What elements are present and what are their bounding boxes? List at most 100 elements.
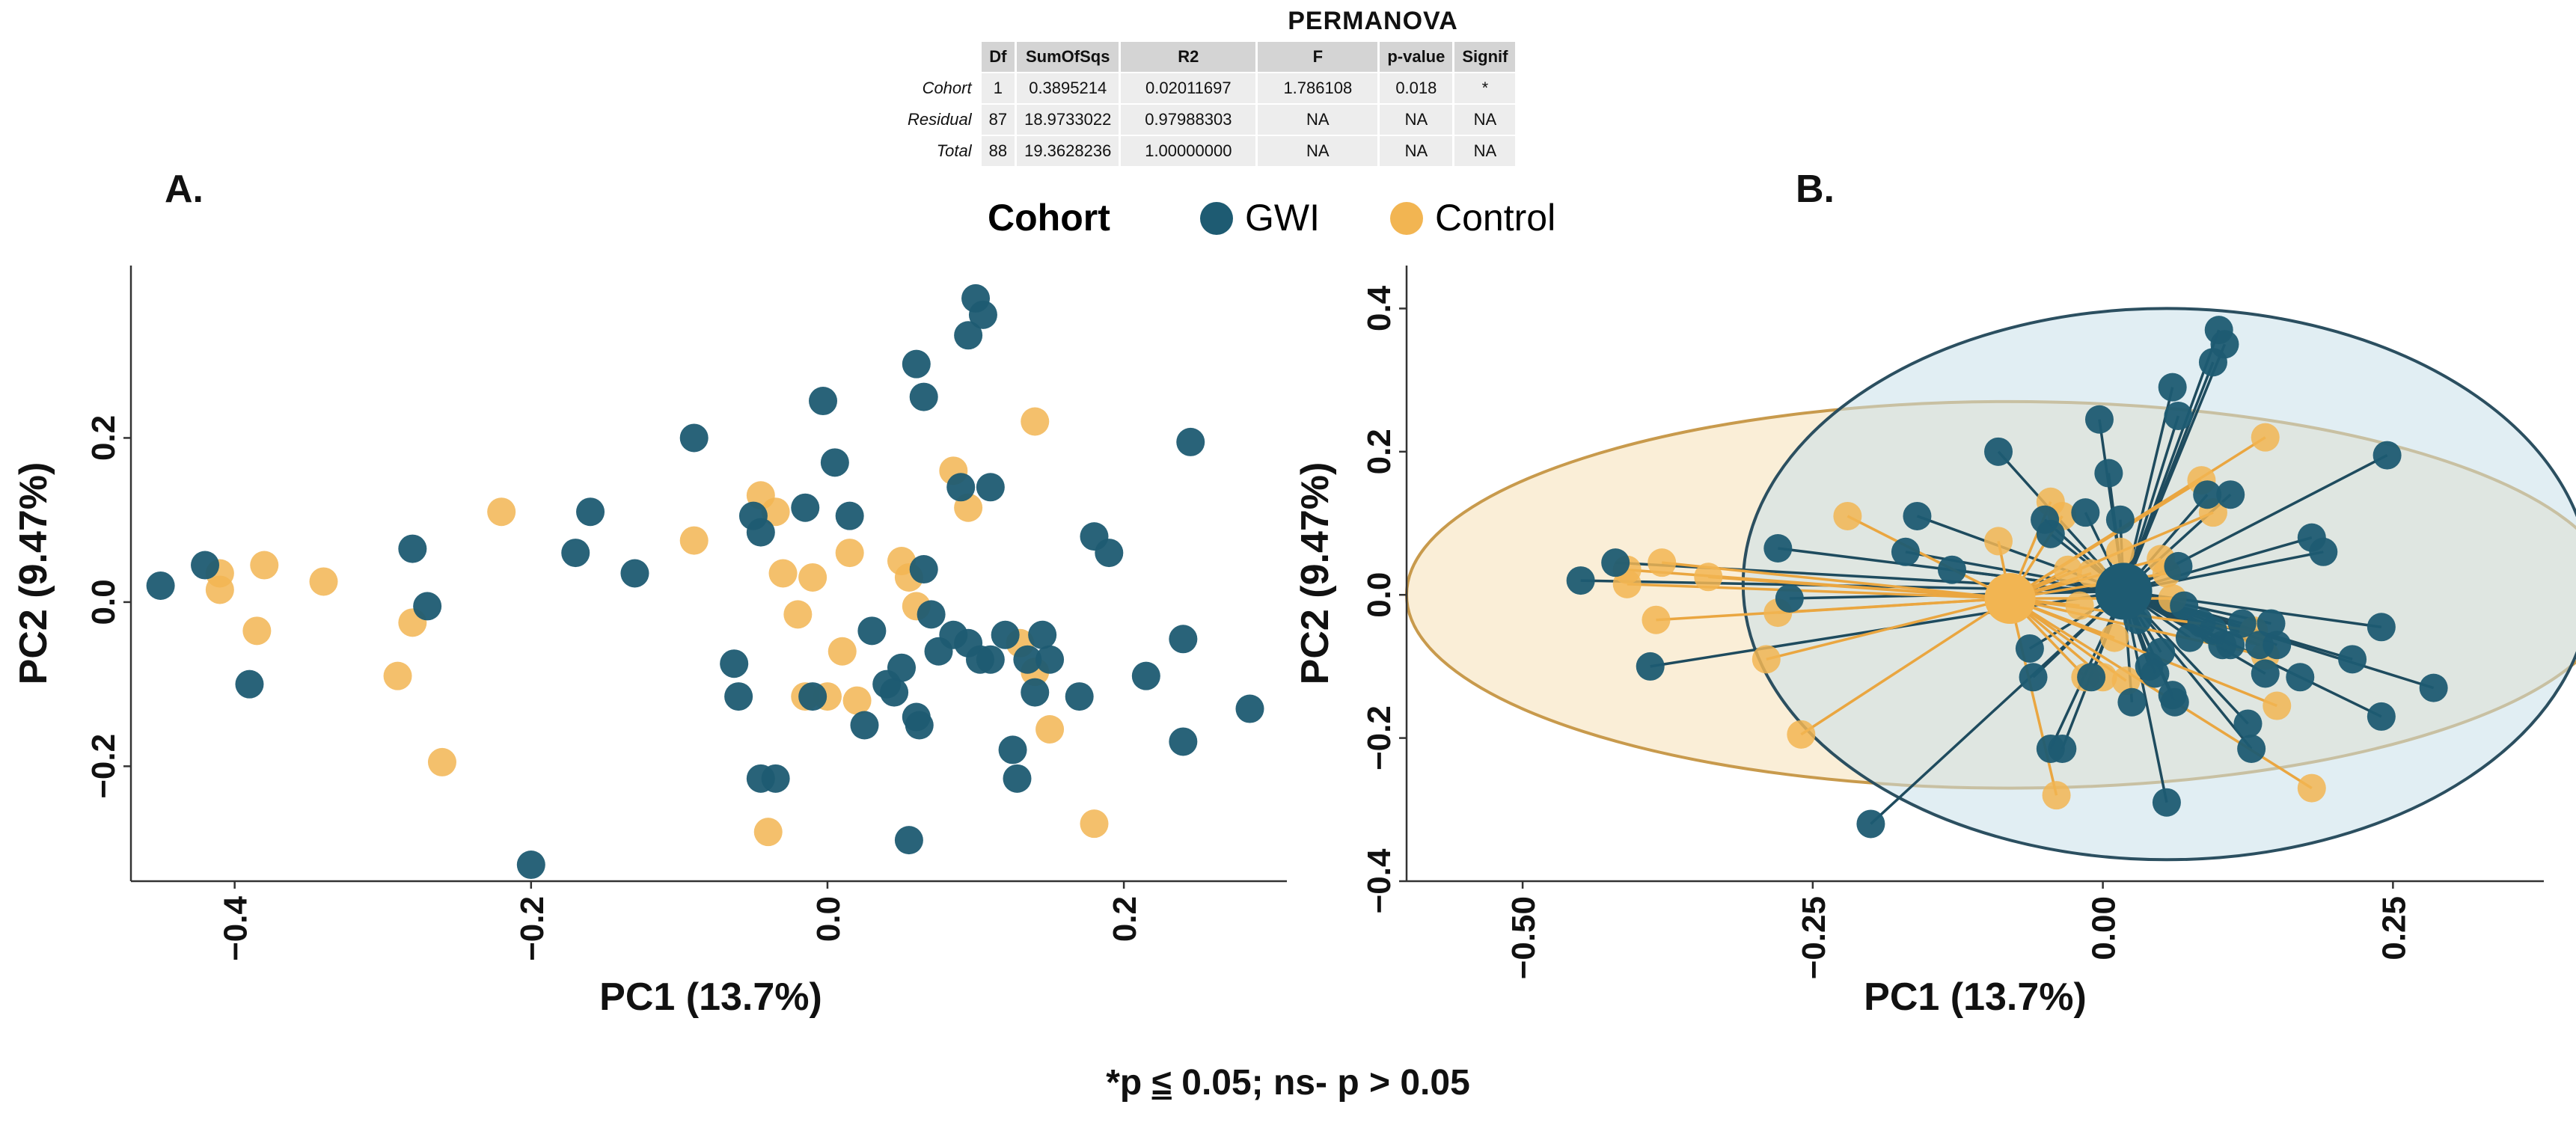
- data-point-gwi: [1984, 437, 2013, 466]
- spider-line-gwi: [2122, 590, 2157, 675]
- cell-r2: 1.00000000: [1121, 136, 1256, 166]
- data-point-gwi: [1636, 652, 1665, 681]
- data-point-gwi: [2164, 401, 2193, 430]
- data-point-control: [2071, 663, 2100, 692]
- data-point-gwi: [576, 497, 605, 527]
- col-p-value: p-value: [1380, 42, 1453, 72]
- data-point-gwi: [1235, 694, 1264, 723]
- data-point-control: [2297, 773, 2326, 803]
- data-point-gwi: [1003, 764, 1032, 793]
- data-point-control: [954, 493, 983, 522]
- panel-a: A. −0.2 0.0 0.2 −0.4 −0.2 0.0 0.2 PC1 (13.7%) PC2…: [12, 168, 1287, 1019]
- spider-line-gwi: [2084, 512, 2126, 592]
- data-point-control: [813, 682, 842, 711]
- data-point-gwi: [1169, 727, 1198, 756]
- data-point-control: [2251, 423, 2280, 452]
- col-f: F: [1258, 42, 1378, 72]
- data-point-gwi: [516, 851, 545, 880]
- data-point-gwi: [2204, 316, 2233, 345]
- spider-line-gwi: [2123, 589, 2214, 632]
- spider-line-gwi: [2098, 419, 2126, 592]
- ellipse-gwi: [1741, 307, 2576, 862]
- data-point-gwi: [2210, 330, 2239, 359]
- data-point-gwi: [1763, 534, 1793, 563]
- data-point-gwi: [976, 473, 1005, 502]
- cell-sumofsqs: 18.9733022: [1017, 105, 1119, 135]
- data-point-gwi: [1080, 522, 1109, 551]
- cell-sumofsqs: 19.3628236: [1017, 136, 1119, 166]
- data-point-gwi: [1095, 539, 1124, 568]
- legend-label-control: Control: [1435, 197, 1555, 239]
- data-point-gwi: [2048, 734, 2077, 763]
- data-point-gwi: [2297, 523, 2326, 552]
- permanova-grid: Df SumOfSqs R2 F p-value Signif Cohort 1…: [898, 40, 1517, 168]
- data-point-control: [1763, 598, 1793, 628]
- spider-line-gwi: [2123, 589, 2382, 718]
- x-tick-label: −0.4: [218, 895, 254, 960]
- data-point-control: [1694, 563, 1723, 592]
- data-point-control: [1642, 605, 1671, 634]
- spider-line-gwi: [2090, 590, 2126, 678]
- data-point-control: [2263, 691, 2292, 720]
- data-point-gwi: [2160, 687, 2189, 717]
- data-point-gwi: [2147, 637, 2176, 666]
- permanova-table: PERMANOVA Df SumOfSqs R2 F p-value Signi…: [898, 0, 1691, 168]
- y-tick-label: 0.0: [1361, 572, 1398, 618]
- spider-line-gwi: [1778, 547, 2124, 593]
- data-point-gwi: [1566, 566, 1595, 595]
- data-point-gwi: [917, 600, 946, 629]
- data-point-control: [205, 559, 234, 588]
- spider-line-gwi: [2123, 589, 2271, 625]
- x-tick-label: −0.2: [514, 896, 551, 961]
- data-point-gwi: [2216, 480, 2245, 509]
- data-point-control: [1787, 720, 1816, 749]
- col-df: Df: [981, 42, 1015, 72]
- spider-line-gwi: [2032, 590, 2125, 678]
- spider-line-gwi: [2123, 493, 2232, 592]
- spider-line-gwi: [2122, 590, 2139, 621]
- x-axis-title: PC1 (13.7%): [599, 975, 822, 1019]
- data-point-control: [887, 547, 916, 576]
- data-point-gwi: [939, 620, 968, 649]
- cell-p-value: 0.018: [1380, 73, 1453, 103]
- spider-line-gwi: [2028, 589, 2125, 650]
- spider-line-gwi: [1997, 450, 2125, 592]
- legend-label-gwi: GWI: [1245, 197, 1320, 239]
- data-point-gwi: [746, 518, 775, 547]
- spider-line-gwi: [2123, 454, 2388, 592]
- cell-df: 1: [981, 73, 1015, 103]
- data-point-gwi: [746, 764, 775, 793]
- data-point-control: [791, 682, 820, 711]
- ellipse-control: [1405, 399, 2576, 790]
- cell-f: NA: [1258, 136, 1378, 166]
- data-point-gwi: [2031, 505, 2060, 534]
- spider-line-control: [1766, 597, 2010, 661]
- spider-line-gwi: [2123, 590, 2253, 750]
- row-label: Total: [936, 141, 972, 160]
- spider-line-control: [2008, 501, 2052, 599]
- data-point-gwi: [2367, 613, 2396, 642]
- spider-line-gwi: [2123, 536, 2313, 593]
- data-point-gwi: [976, 645, 1005, 674]
- legend-title: Cohort: [988, 197, 1110, 239]
- cell-p-value: NA: [1380, 105, 1453, 135]
- spider-line-control: [1778, 597, 2010, 614]
- data-point-gwi: [2309, 537, 2338, 566]
- data-point-gwi: [1176, 427, 1205, 456]
- data-point-gwi: [2141, 659, 2170, 688]
- spider-line-gwi: [2122, 329, 2221, 592]
- data-point-control: [2077, 559, 2106, 588]
- spider-line-control: [2009, 551, 2121, 600]
- data-point-control: [783, 600, 813, 629]
- data-point-control: [798, 563, 827, 592]
- data-point-control: [427, 747, 456, 776]
- data-point-control: [398, 608, 427, 637]
- data-point-gwi: [835, 501, 864, 530]
- x-tick-label: 0.25: [2375, 896, 2412, 960]
- data-point-control: [487, 497, 516, 527]
- spider-line-control: [1708, 575, 2010, 600]
- data-point-gwi: [1169, 625, 1198, 654]
- spider-line-control: [1662, 561, 2010, 600]
- data-point-gwi: [820, 448, 849, 477]
- spider-line-gwi: [2123, 589, 2301, 678]
